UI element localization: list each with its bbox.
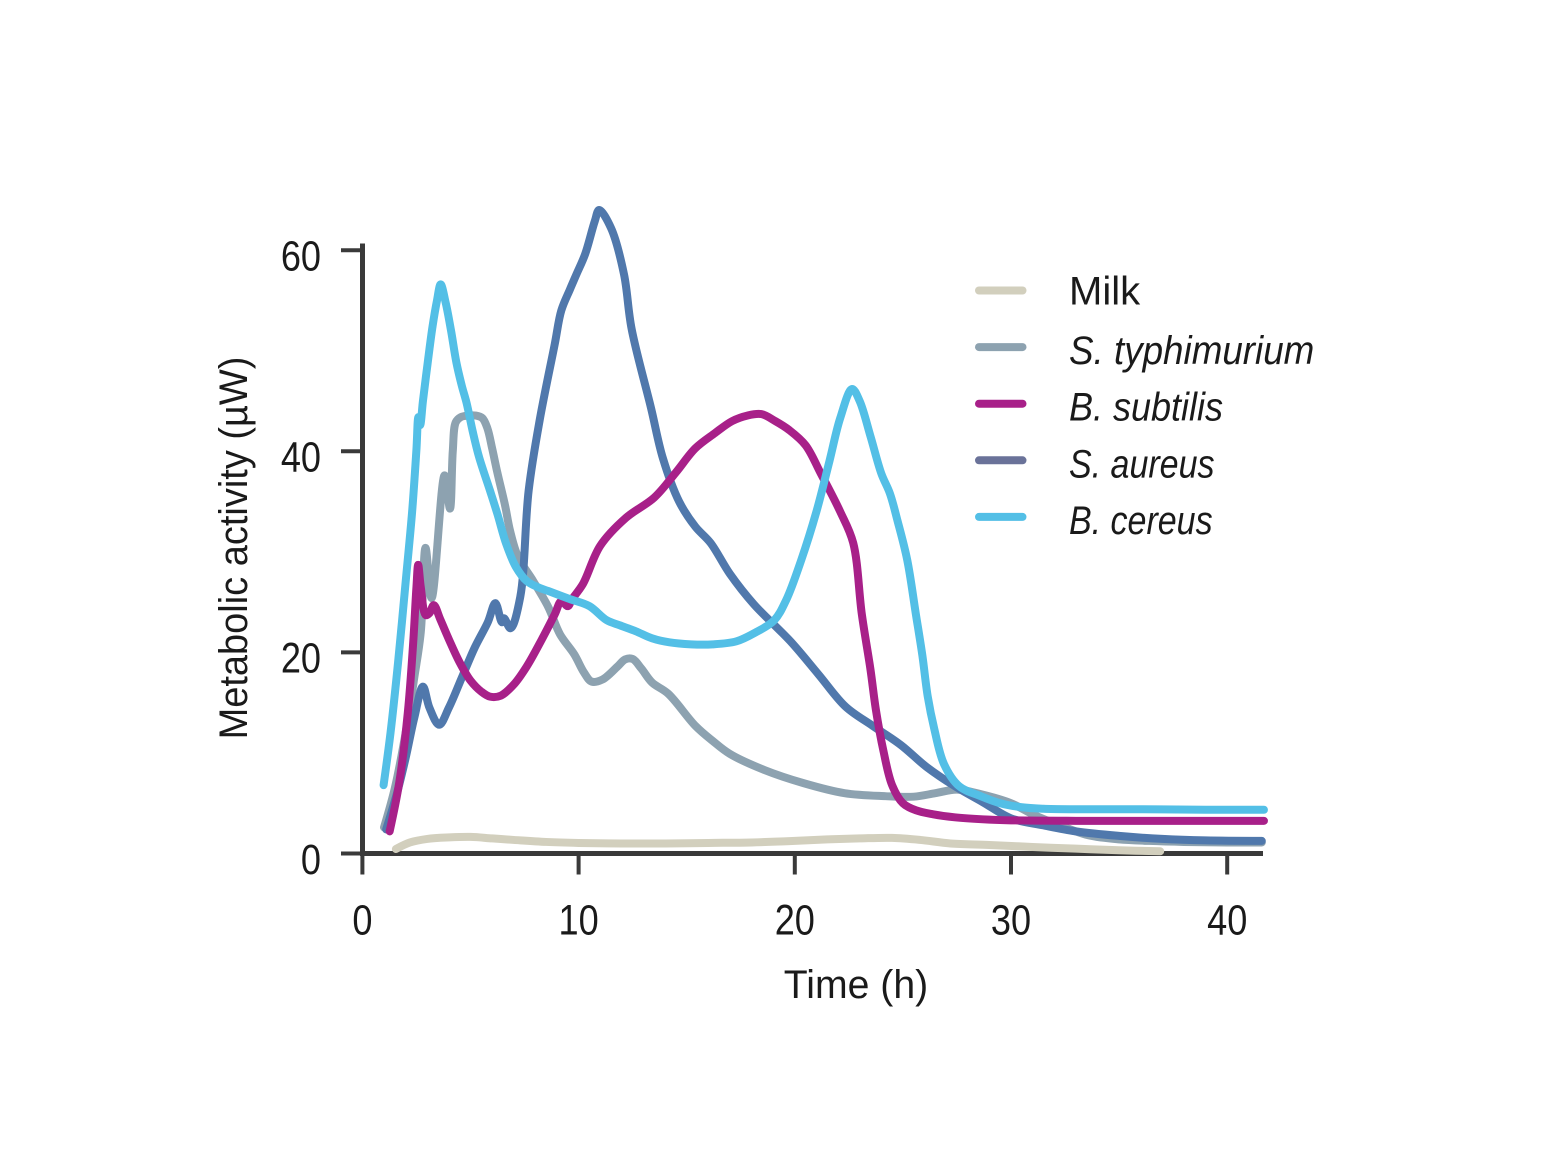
svg-text:Time (h): Time (h) bbox=[784, 963, 928, 1007]
svg-text:20: 20 bbox=[281, 635, 321, 683]
svg-text:0: 0 bbox=[352, 896, 372, 944]
svg-text:20: 20 bbox=[775, 896, 815, 944]
svg-text:40: 40 bbox=[281, 434, 321, 482]
svg-text:Metabolic activity (µW): Metabolic activity (µW) bbox=[212, 357, 256, 740]
svg-text:10: 10 bbox=[559, 896, 599, 944]
svg-text:S. typhimurium: S. typhimurium bbox=[1069, 329, 1314, 374]
svg-text:B. subtilis: B. subtilis bbox=[1069, 386, 1223, 430]
svg-text:40: 40 bbox=[1207, 896, 1247, 944]
svg-text:S. aureus: S. aureus bbox=[1069, 441, 1214, 486]
svg-text:30: 30 bbox=[991, 896, 1031, 944]
svg-text:Milk: Milk bbox=[1069, 270, 1141, 314]
svg-text:B. cereus: B. cereus bbox=[1069, 497, 1213, 542]
svg-text:60: 60 bbox=[281, 233, 321, 281]
svg-text:0: 0 bbox=[301, 836, 321, 884]
